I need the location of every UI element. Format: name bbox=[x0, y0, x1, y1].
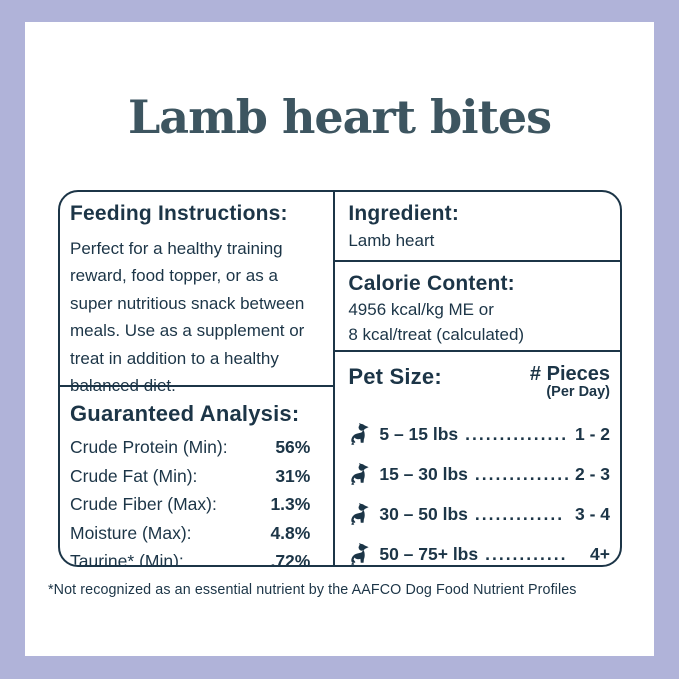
dog-icon bbox=[351, 423, 369, 445]
ingredient-heading: Ingredient: bbox=[348, 202, 460, 225]
calorie-content-heading: Calorie Content: bbox=[348, 272, 515, 295]
calorie-line: 4956 kcal/kg ME or bbox=[348, 300, 494, 319]
pieces-per-day: 3 - 4 bbox=[574, 503, 610, 524]
dots-leader: ............. bbox=[474, 503, 565, 524]
info-panel: Feeding Instructions: Perfect for a heal… bbox=[58, 190, 622, 567]
pieces-header: # Pieces (Per Day) bbox=[530, 364, 610, 400]
pet-size-section: Pet Size: # Pieces (Per Day) 5 – 15 lbs … bbox=[335, 352, 620, 565]
right-column: Ingredient: Lamb heart Calorie Content: … bbox=[333, 192, 620, 565]
pieces-subheading: (Per Day) bbox=[546, 384, 610, 400]
feeding-instructions-section: Feeding Instructions: Perfect for a heal… bbox=[60, 192, 334, 395]
pet-weight-range: 5 – 15 lbs bbox=[379, 423, 459, 444]
pet-size-rows: 5 – 15 lbs ............... 1 - 2 15 – 30… bbox=[348, 414, 610, 565]
ingredient-value: Lamb heart bbox=[348, 231, 435, 250]
analysis-label: Crude Fiber (Max): bbox=[70, 494, 217, 515]
pet-size-row: 30 – 50 lbs ............. 3 - 4 bbox=[348, 494, 610, 534]
dog-icon bbox=[351, 503, 369, 525]
analysis-value: 31% bbox=[275, 465, 311, 486]
feeding-line: reward, food topper, or as a bbox=[70, 266, 278, 286]
dog-icon bbox=[351, 543, 369, 565]
guaranteed-analysis-heading: Guaranteed Analysis: bbox=[70, 401, 300, 426]
feeding-line: balanced diet. bbox=[70, 376, 176, 396]
analysis-value: 1.3% bbox=[270, 494, 311, 515]
analysis-label: Taurine* (Min): bbox=[70, 551, 184, 567]
dots-leader: ............... bbox=[465, 423, 569, 444]
feeding-line: treat in addition to a healthy bbox=[70, 348, 279, 368]
pieces-per-day: 2 - 3 bbox=[574, 463, 610, 484]
feeding-instructions-text: Perfect for a healthy training reward, f… bbox=[70, 235, 321, 399]
analysis-label: Crude Fat (Min): bbox=[70, 465, 198, 486]
analysis-row: Crude Fiber (Max): 1.3% bbox=[70, 490, 310, 519]
pet-weight-range: 50 – 75+ lbs bbox=[379, 543, 479, 564]
analysis-label: Moisture (Max): bbox=[70, 522, 192, 543]
analysis-row: Crude Protein (Min): 56% bbox=[70, 433, 310, 462]
pet-size-heading: Pet Size: bbox=[348, 364, 442, 389]
label-card: Lamb heart bites Feeding Instructions: P… bbox=[25, 22, 654, 656]
analysis-label: Crude Protein (Min): bbox=[70, 437, 228, 457]
calorie-line: 8 kcal/treat (calculated) bbox=[348, 325, 525, 344]
analysis-row: Moisture (Max): 4.8% bbox=[70, 519, 310, 548]
feeding-instructions-heading: Feeding Instructions: bbox=[70, 202, 288, 225]
dots-leader: ............ bbox=[485, 543, 568, 564]
analysis-value: 56% bbox=[275, 437, 311, 457]
left-column: Feeding Instructions: Perfect for a heal… bbox=[60, 192, 334, 567]
analysis-row: Crude Fat (Min): 31% bbox=[70, 462, 310, 491]
pieces-heading: # Pieces bbox=[529, 363, 610, 385]
dog-icon bbox=[351, 463, 369, 485]
product-title: Lamb heart bites bbox=[127, 90, 552, 144]
pet-size-row: 5 – 15 lbs ............... 1 - 2 bbox=[348, 414, 610, 454]
calorie-content-section: Calorie Content: 4956 kcal/kg ME or 8 kc… bbox=[335, 262, 620, 352]
guaranteed-analysis-section: Guaranteed Analysis: Crude Protein (Min)… bbox=[60, 387, 333, 567]
footnote: *Not recognized as an essential nutrient… bbox=[48, 582, 577, 598]
pet-weight-range: 30 – 50 lbs bbox=[379, 503, 468, 524]
dots-leader: .............. bbox=[474, 463, 571, 484]
pieces-per-day: 1 - 2 bbox=[574, 423, 610, 444]
feeding-line: super nutritious snack between bbox=[70, 293, 305, 313]
feeding-line: meals. Use as a supplement or bbox=[70, 321, 305, 341]
feeding-line: Perfect for a healthy training bbox=[70, 239, 283, 258]
pet-size-row: 50 – 75+ lbs ............ 4+ bbox=[348, 534, 610, 565]
pet-weight-range: 15 – 30 lbs bbox=[379, 463, 468, 484]
pet-size-row: 15 – 30 lbs .............. 2 - 3 bbox=[348, 454, 610, 494]
analysis-value: 4.8% bbox=[270, 522, 311, 543]
ingredient-section: Ingredient: Lamb heart bbox=[335, 192, 620, 262]
analysis-row: Taurine* (Min): .72% bbox=[70, 547, 311, 567]
pieces-per-day: 4+ bbox=[590, 543, 610, 564]
pet-size-header: Pet Size: # Pieces (Per Day) bbox=[348, 364, 610, 400]
analysis-value: .72% bbox=[270, 551, 311, 567]
